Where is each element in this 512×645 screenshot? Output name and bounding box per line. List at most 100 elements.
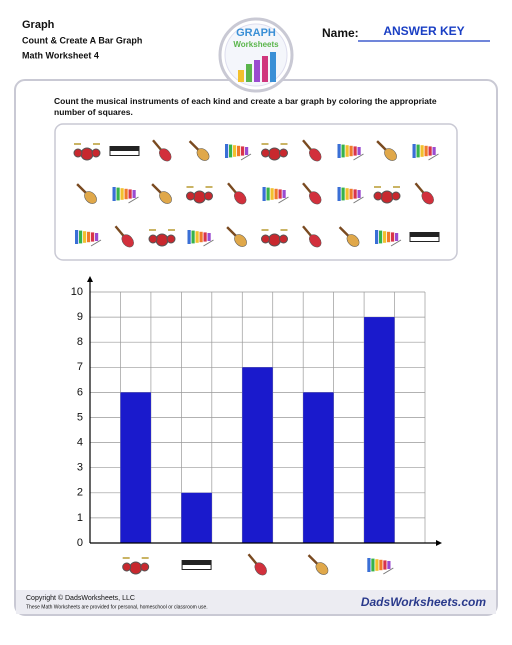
instrument-icon: [186, 186, 213, 204]
guitar-body: [234, 191, 247, 205]
xylophone-stick: [278, 196, 289, 204]
y-tick-label: 1: [77, 512, 83, 524]
guitar-neck: [414, 182, 426, 195]
guitar: [76, 183, 97, 204]
drum-part: [204, 191, 213, 201]
instrument-icon: [409, 232, 440, 242]
xylophone-bar: [95, 233, 99, 241]
keyboard-part: [182, 565, 211, 569]
guitar: [188, 140, 210, 161]
guitar: [338, 226, 360, 247]
xylophone-bar: [207, 233, 211, 241]
xylophone-bar: [341, 187, 345, 201]
xylophone-bar: [367, 558, 371, 572]
xylophone-bar: [128, 189, 132, 199]
xylophone-bar: [379, 559, 383, 571]
guitar: [414, 182, 434, 205]
xylophone-bar: [132, 190, 136, 198]
guitar-neck: [307, 554, 320, 566]
guitar: [307, 554, 329, 575]
xylophone-stick: [240, 153, 252, 161]
guitar-body: [346, 234, 360, 247]
xylophone-bar: [395, 233, 399, 241]
xylophone-bar: [341, 144, 345, 158]
xylophone-bar: [199, 231, 203, 243]
guitar: [151, 183, 172, 204]
guitar-neck: [76, 183, 88, 195]
xylophone-stick: [90, 239, 102, 247]
instrument-icon: [247, 553, 267, 576]
xylophone-bar: [124, 188, 128, 200]
footer-logo: DadsWorksheets.com: [361, 595, 486, 609]
xylophone-bar: [116, 187, 120, 201]
title: Graph: [22, 19, 55, 31]
bar: [181, 492, 212, 543]
xylophone-bar: [353, 189, 357, 199]
xylophone-bar: [387, 231, 391, 243]
drum-part: [380, 190, 394, 204]
guitar-neck: [247, 553, 259, 566]
xylophone-bar: [245, 147, 249, 155]
drum-part: [73, 148, 83, 158]
xylophone-bar: [383, 560, 387, 570]
xylophone-stick: [390, 239, 402, 247]
drum-part: [268, 233, 281, 247]
logo-bottom: Worksheets: [233, 40, 279, 49]
guitar: [376, 140, 397, 161]
drum-part: [261, 234, 270, 244]
guitar-neck: [302, 182, 313, 195]
bar: [364, 317, 395, 543]
guitar-neck: [152, 139, 163, 152]
y-tick-label: 3: [77, 462, 83, 474]
xylophone-bar: [191, 230, 195, 244]
x-axis-arrow: [436, 540, 442, 546]
guitar: [302, 139, 322, 162]
xylophone-bar: [412, 144, 416, 158]
guitar: [152, 139, 172, 162]
guitar-neck: [114, 225, 126, 238]
xylophone-stick: [383, 567, 394, 575]
y-tick-label: 2: [77, 487, 83, 499]
guitar: [114, 225, 134, 248]
xylophone-bar: [337, 187, 341, 201]
xylophone-bar: [432, 147, 436, 155]
xylophone-bar: [237, 145, 241, 157]
name-value: ANSWER KEY: [383, 24, 464, 38]
drum-part: [122, 562, 132, 572]
instrument-icon: [337, 144, 364, 161]
xylophone-bar: [375, 230, 379, 244]
xylophone-bar: [282, 190, 286, 198]
xylophone-bar: [375, 559, 379, 571]
guitar-neck: [188, 140, 201, 152]
xylophone-bar: [416, 144, 420, 158]
drum-part: [166, 234, 176, 244]
footer-note: These Math Worksheets are provided for p…: [26, 604, 208, 610]
drum-part: [268, 147, 281, 161]
xylophone-bar: [353, 146, 357, 156]
keyboard-part: [410, 237, 439, 241]
keyboard-part: [110, 151, 139, 155]
drum-part: [80, 147, 94, 161]
instrument-icon: [261, 229, 288, 247]
bar-chart: 0 1 2 3 4 5 6 7 8 9 10: [71, 276, 442, 576]
xylophone-bar: [383, 231, 387, 243]
instrument-icon: [112, 187, 139, 204]
xylophone-bar: [87, 231, 91, 243]
guitar-neck: [226, 226, 238, 238]
instrument-icon: [262, 187, 289, 204]
y-tick-label: 6: [77, 386, 83, 398]
drum-part: [155, 233, 169, 247]
guitar-body: [309, 191, 322, 205]
instrument-icon: [412, 144, 439, 161]
instrument-icon: [148, 229, 176, 247]
guitar: [227, 182, 247, 205]
xylophone-bar: [79, 230, 83, 244]
worksheet-label: Math Worksheet 4: [22, 50, 99, 60]
xylophone-bar: [120, 188, 124, 200]
xylophone-bar: [349, 145, 353, 157]
instructions: Count the musical instruments of each ki…: [54, 96, 437, 117]
guitar-body: [309, 148, 322, 162]
instrument-icon: [337, 187, 364, 204]
guitar-body: [159, 148, 172, 162]
